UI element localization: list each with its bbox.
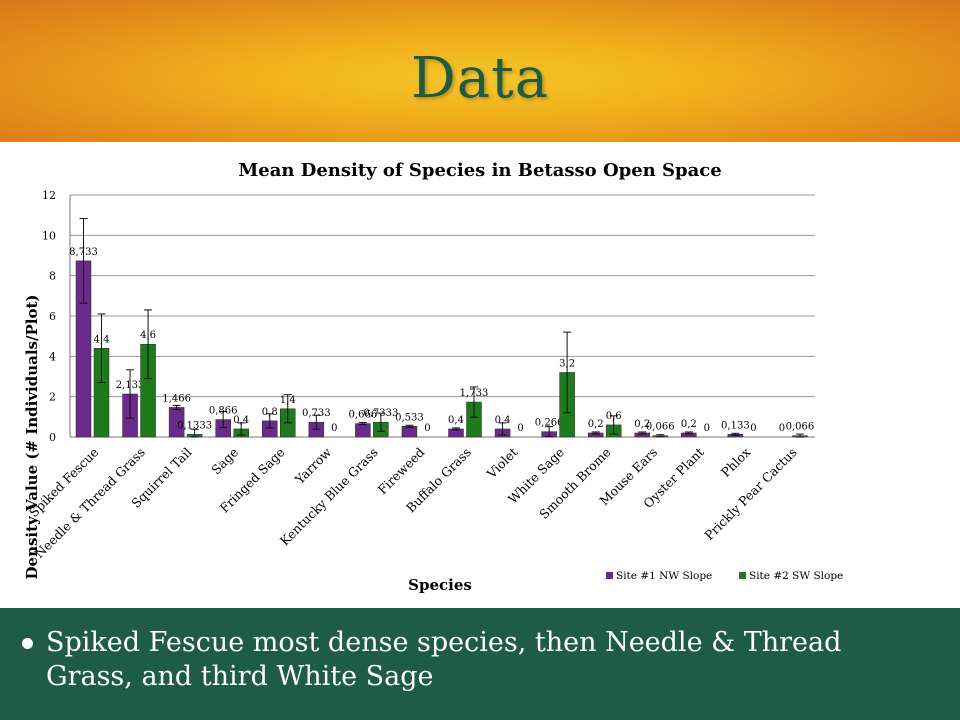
legend-label: Site #1 NW Slope [616,570,712,582]
data-label: 1,733 [460,388,489,399]
data-label: 1,466 [162,393,191,404]
data-label: 0,7333 [363,408,398,419]
data-label: 4,6 [140,330,156,341]
legend-label: Site #2 SW Slope [749,570,843,582]
bullet-point: Spiked Fescue most dense species, then N… [22,626,922,694]
chart-area: Mean Density of Species in Betasso Open … [0,142,960,608]
data-label: 0,4 [495,415,511,426]
y-axis-ticks: 0 2 4 6 8 10 12 [42,189,56,444]
x-tick-label: Violet [483,445,520,482]
data-label: 0,066 [786,422,815,433]
chart-title: Mean Density of Species in Betasso Open … [238,160,721,181]
footer-panel: Spiked Fescue most dense species, then N… [0,608,960,720]
data-label: 0,2 [588,419,604,430]
data-label: 0,4 [233,415,249,426]
data-label: 0,8 [262,407,278,418]
y-tick-label: 10 [42,229,56,242]
legend-swatch [606,572,613,579]
data-label: 1,4 [280,395,296,406]
y-tick-label: 12 [42,189,56,202]
data-label: 0,666 [349,410,378,421]
x-axis-title: Species [408,576,472,594]
y-tick-label: 4 [49,350,56,363]
data-label: 3,2 [559,358,575,369]
slide-title: Data [410,46,550,111]
density-bar-chart: Mean Density of Species in Betasso Open … [23,160,843,594]
data-label: 0 [779,423,785,434]
data-label: 0,2 [634,419,650,430]
data-label: 0 [331,423,337,434]
data-label: 0,066 [646,422,675,433]
x-tick-label: Prickly Pear Cactus [701,445,799,543]
y-axis-title: Density Value (# Individuals/Plot) [23,295,41,580]
data-label: 0,4 [448,415,464,426]
bar-site1 [401,426,418,438]
bullet-icon [22,638,33,649]
data-label: 0,866 [209,406,238,417]
x-tick-label: Sage [208,445,241,478]
chart-bars: 8,7334,42,1334,61,4660,13330,8660,40,81,… [69,218,815,438]
title-banner: Data [0,0,960,142]
data-label: 8,733 [69,247,98,258]
chart-gridlines [69,194,815,438]
data-label: 0,733 [302,408,331,419]
data-label: 0,1333 [177,420,212,431]
legend-swatch [739,572,746,579]
data-label: 4,4 [94,334,110,345]
data-label: 0 [517,423,523,434]
data-label: 0 [750,423,756,434]
data-label: 2,133 [116,380,145,391]
data-label: 0,6 [606,411,622,422]
x-tick-label: Yarrow [291,444,334,487]
y-tick-label: 6 [49,310,56,323]
y-tick-label: 0 [49,431,56,444]
data-label: 0,266 [535,418,564,429]
data-label: 0,2 [681,419,697,430]
data-label: 0,533 [395,412,424,423]
y-tick-label: 2 [49,391,56,404]
bar-site1 [355,423,371,438]
data-label: 0 [704,423,710,434]
y-tick-label: 8 [49,270,56,283]
x-tick-label: Phlox [718,445,753,480]
bullet-text: Spiked Fescue most dense species, then N… [46,627,842,692]
chart-legend: Site #1 NW Slope Site #2 SW Slope [606,570,843,582]
data-label: 0 [424,423,430,434]
data-label: 0,133 [721,420,750,431]
